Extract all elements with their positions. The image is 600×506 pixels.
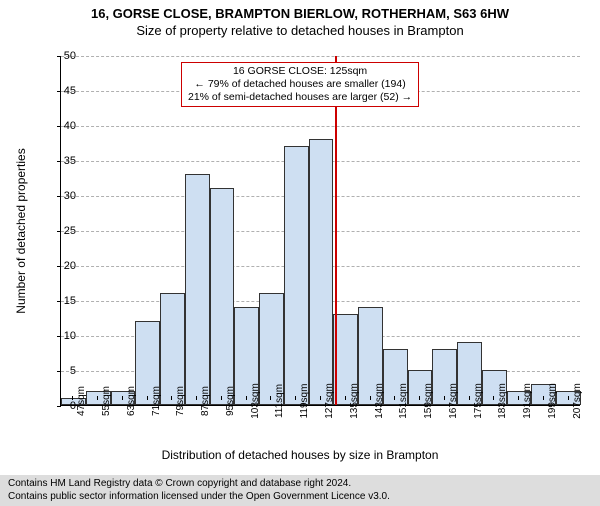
y-tick-label: 45 <box>52 85 76 97</box>
y-tick-label: 35 <box>52 155 76 167</box>
chart-title-address: 16, GORSE CLOSE, BRAMPTON BIERLOW, ROTHE… <box>0 6 600 21</box>
y-tick-label: 50 <box>52 50 76 62</box>
y-tick-label: 20 <box>52 260 76 272</box>
x-tick-label: 207sqm <box>572 383 583 419</box>
y-tick-label: 10 <box>52 330 76 342</box>
x-tick-label: 167sqm <box>448 383 459 419</box>
x-tick-label: 127sqm <box>324 383 335 419</box>
x-tick-label: 175sqm <box>473 383 484 419</box>
chart-title-block: 16, GORSE CLOSE, BRAMPTON BIERLOW, ROTHE… <box>0 6 600 38</box>
chart-title-sub: Size of property relative to detached ho… <box>0 23 600 38</box>
histogram-bar <box>309 139 334 405</box>
y-tick-label: 5 <box>52 365 76 377</box>
histogram-bar <box>284 146 309 405</box>
x-tick-label: 79sqm <box>175 386 186 416</box>
x-tick-label: 135sqm <box>349 383 360 419</box>
plot-region: 16 GORSE CLOSE: 125sqm ← 79% of detached… <box>60 56 580 406</box>
reference-line <box>335 56 337 405</box>
x-tick-label: 151sqm <box>398 383 409 419</box>
histogram-bar <box>210 188 235 405</box>
x-tick-label: 183sqm <box>497 383 508 419</box>
gridline <box>61 126 580 127</box>
x-tick-label: 191sqm <box>522 383 533 419</box>
x-tick-label: 63sqm <box>126 386 137 416</box>
annotation-line3: 21% of semi-detached houses are larger (… <box>188 91 412 104</box>
chart-area: 16 GORSE CLOSE: 125sqm ← 79% of detached… <box>0 46 600 456</box>
x-tick-label: 159sqm <box>423 383 434 419</box>
x-axis-label: Distribution of detached houses by size … <box>0 448 600 462</box>
attribution-footer: Contains HM Land Registry data © Crown c… <box>0 475 600 506</box>
x-tick-label: 87sqm <box>200 386 211 416</box>
x-tick-label: 47sqm <box>76 386 87 416</box>
x-tick-label: 143sqm <box>374 383 385 419</box>
y-tick-label: 15 <box>52 295 76 307</box>
x-tick-label: 71sqm <box>151 386 162 416</box>
histogram-bar <box>185 174 210 405</box>
y-tick-label: 30 <box>52 190 76 202</box>
y-tick-label: 25 <box>52 225 76 237</box>
y-tick-label: 0 <box>52 400 76 412</box>
y-tick-label: 40 <box>52 120 76 132</box>
annotation-line2: ← 79% of detached houses are smaller (19… <box>188 78 412 91</box>
gridline <box>61 56 580 57</box>
x-tick-label: 199sqm <box>547 383 558 419</box>
x-tick-label: 111sqm <box>274 384 285 418</box>
reference-annotation: 16 GORSE CLOSE: 125sqm ← 79% of detached… <box>181 62 419 107</box>
annotation-line1: 16 GORSE CLOSE: 125sqm <box>188 65 412 78</box>
footer-line1: Contains HM Land Registry data © Crown c… <box>8 478 592 491</box>
x-tick-label: 95sqm <box>225 386 236 416</box>
x-tick-label: 119sqm <box>299 384 310 419</box>
x-tick-label: 103sqm <box>250 383 261 419</box>
x-tick-label: 55sqm <box>101 386 112 416</box>
footer-line2: Contains public sector information licen… <box>8 491 592 504</box>
